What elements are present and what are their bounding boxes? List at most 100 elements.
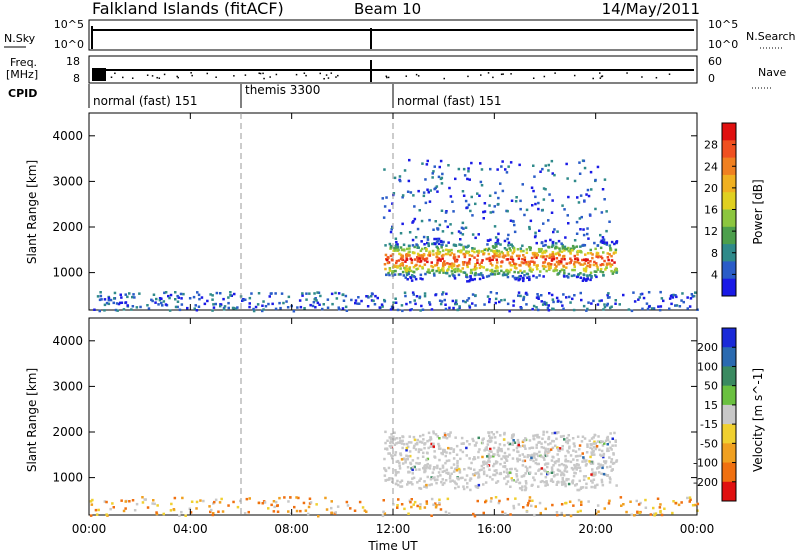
echo-cell: [513, 270, 516, 274]
echo-cell: [506, 272, 510, 275]
echo-cell: [471, 249, 474, 253]
echo-cell: [107, 296, 111, 300]
echo-cell: [330, 506, 333, 510]
echo-cell: [496, 266, 499, 269]
echo-cell: [567, 451, 570, 454]
colorbar-tick-label: 8: [711, 247, 718, 260]
echo-cell: [609, 306, 612, 310]
echo-cell: [293, 505, 296, 509]
echo-cell: [659, 511, 662, 514]
echo-cell: [426, 462, 429, 466]
echo-cell: [441, 230, 445, 233]
echo-cell: [682, 300, 685, 304]
echo-cell: [427, 244, 430, 248]
echo-cell: [467, 466, 470, 470]
echo-cell: [583, 244, 587, 247]
echo-cell: [581, 435, 585, 438]
echo-cell: [436, 228, 440, 231]
echo-cell: [521, 276, 525, 280]
echo-cell: [447, 471, 450, 475]
echo-cell: [476, 250, 479, 253]
echo-cell: [608, 440, 611, 444]
echo-cell: [445, 244, 448, 247]
echo-cell: [445, 451, 448, 454]
echo-cell: [549, 253, 552, 256]
echo-cell: [488, 436, 492, 440]
echo-cell: [431, 249, 435, 253]
echo-cell: [555, 296, 559, 300]
echo-cell: [420, 240, 423, 243]
echo-cell: [461, 233, 465, 236]
echo-cell: [488, 468, 491, 471]
echo-cell: [350, 298, 353, 302]
echo-cell: [425, 483, 428, 487]
echo-cell: [587, 500, 590, 503]
echo-cell: [592, 442, 595, 445]
echo-cell: [276, 510, 280, 513]
echo-cell: [644, 506, 648, 509]
echo-cell: [389, 441, 392, 445]
echo-cell: [197, 305, 201, 308]
echo-cell: [560, 242, 563, 245]
echo-cell: [686, 496, 689, 500]
echo-cell: [650, 307, 654, 310]
echo-cell: [476, 258, 479, 262]
echo-cell: [562, 269, 566, 272]
echo-cell: [219, 292, 222, 295]
echo-cell: [599, 463, 602, 466]
echo-cell: [188, 507, 192, 510]
echo-cell: [593, 260, 596, 264]
echo-cell: [542, 187, 546, 190]
echo-cell: [541, 479, 544, 483]
nsky-label: N.Sky: [4, 32, 36, 45]
echo-cell: [517, 503, 521, 506]
echo-cell: [131, 295, 134, 299]
echo-cell: [615, 459, 619, 462]
echo-cell: [160, 297, 163, 300]
echo-cell: [403, 507, 406, 511]
echo-cell: [411, 477, 414, 480]
echo-cell: [415, 268, 418, 271]
echo-cell: [528, 227, 531, 231]
echo-cell: [431, 269, 435, 272]
echo-cell: [561, 204, 564, 207]
echo-cell: [556, 473, 559, 476]
echo-cell: [493, 253, 496, 256]
echo-cell: [579, 509, 582, 513]
echo-cell: [431, 176, 434, 179]
echo-cell: [603, 305, 607, 309]
echo-cell: [504, 273, 507, 276]
echo-cell: [314, 306, 317, 309]
echo-cell: [536, 264, 539, 267]
echo-cell: [482, 276, 485, 279]
echo-cell: [383, 298, 386, 302]
echo-cell: [450, 264, 453, 268]
echo-cell: [416, 257, 420, 261]
echo-cell: [94, 508, 98, 512]
echo-cell: [407, 512, 410, 515]
echo-cell: [576, 196, 579, 199]
echo-cell: [531, 483, 534, 487]
echo-cell: [585, 193, 588, 196]
echo-cell: [555, 242, 558, 245]
echo-cell: [388, 273, 391, 277]
echo-cell: [463, 255, 467, 259]
echo-cell: [503, 465, 507, 468]
echo-cell: [446, 269, 449, 272]
echo-cell: [380, 303, 384, 306]
echo-cell: [532, 164, 535, 167]
echo-cell: [594, 274, 597, 277]
echo-cell: [396, 506, 399, 509]
echo-cell: [471, 233, 475, 236]
echo-cell: [513, 266, 517, 269]
echo-cell: [506, 455, 509, 458]
echo-cell: [252, 307, 255, 311]
echo-cell: [412, 503, 415, 506]
echo-cell: [577, 463, 580, 467]
echo-cell: [498, 300, 501, 304]
echo-cell: [543, 458, 546, 461]
echo-cell: [296, 306, 299, 309]
echo-cell: [455, 444, 459, 448]
echo-cell: [419, 249, 423, 252]
